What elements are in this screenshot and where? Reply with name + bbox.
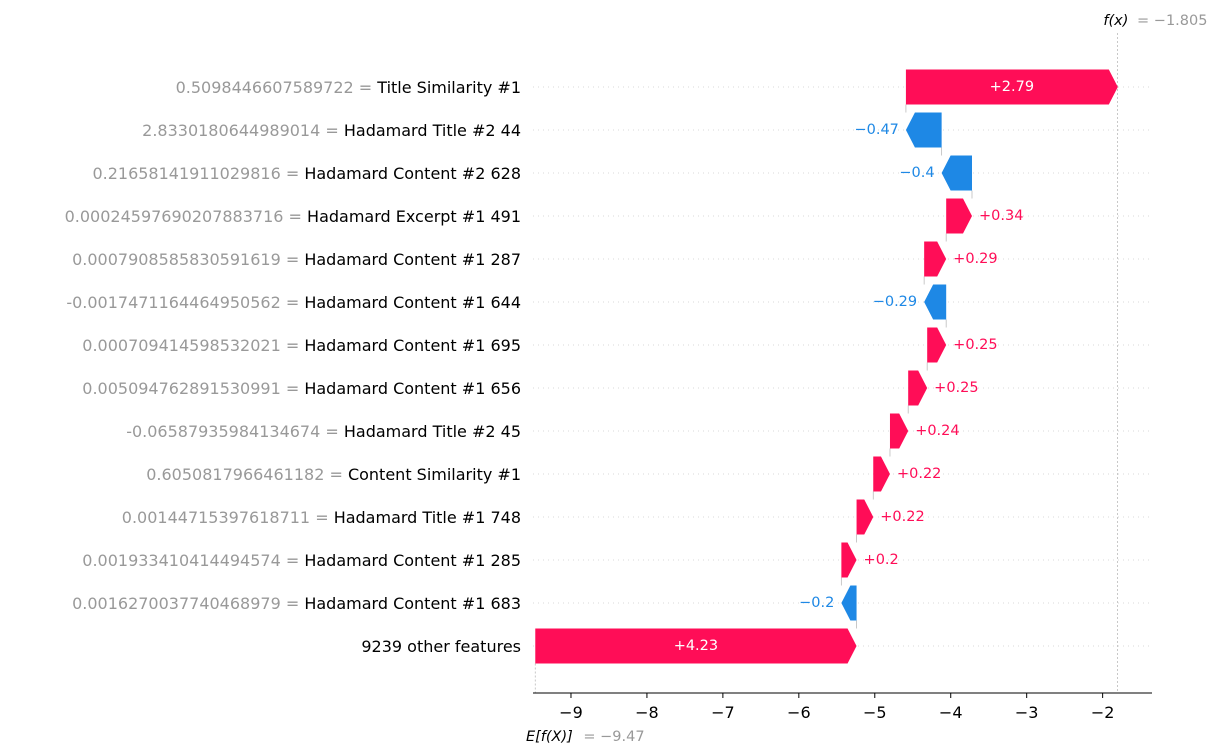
- efx-value: = −9.47: [583, 729, 644, 745]
- bar-value-label: +0.25: [934, 380, 978, 396]
- contribution-bar: [946, 198, 972, 234]
- feature-name: Hadamard Content #1 287: [304, 250, 521, 269]
- feature-value: 0.00024597690207883716 =: [65, 207, 307, 226]
- row-gridlines: [533, 86, 1152, 647]
- feature-name: Hadamard Content #1 695: [304, 336, 521, 355]
- feature-value: 0.0016270037740468979 =: [72, 594, 304, 613]
- feature-name: Title Similarity #1: [376, 78, 521, 97]
- contribution-bar: [873, 456, 890, 492]
- contribution-bar: [535, 628, 857, 664]
- x-tick-label: −5: [863, 703, 887, 722]
- feature-name: Hadamard Content #1 285: [304, 551, 521, 570]
- feature-value: -0.06587935984134674 =: [126, 422, 344, 441]
- fx-value: = −1.805: [1137, 13, 1207, 29]
- feature-name: Hadamard Content #1 656: [304, 379, 521, 398]
- feature-name: Hadamard Title #2 45: [344, 422, 521, 441]
- feature-label: 0.21658141911029816 = Hadamard Content #…: [92, 164, 521, 183]
- contribution-bar: [841, 542, 857, 578]
- feature-label: 0.001933410414494574 = Hadamard Content …: [82, 551, 521, 570]
- bar-value-label: −0.47: [854, 122, 898, 138]
- contribution-bar: [924, 241, 947, 277]
- contribution-bars: +2.79 −0.47 −0.4 +0.34 +0.29 −0.29 +0.25 +0.25 +…: [535, 69, 1118, 664]
- contribution-bar: [927, 327, 947, 363]
- feature-label: 0.6050817966461182 = Content Similarity …: [146, 465, 521, 484]
- x-tick-label: −7: [711, 703, 735, 722]
- feature-label: 0.000709414598532021 = Hadamard Content …: [82, 336, 521, 355]
- contribution-bar: [941, 155, 972, 191]
- x-tick-label: −9: [559, 703, 583, 722]
- feature-label: 2.8330180644989014 = Hadamard Title #2 4…: [142, 121, 521, 140]
- feature-name: Hadamard Title #2 44: [344, 121, 521, 140]
- feature-value: 0.005094762891530991 =: [82, 379, 304, 398]
- feature-name: Hadamard Content #1 683: [304, 594, 521, 613]
- reference-lines: [534, 33, 1118, 693]
- contribution-bar: [856, 499, 874, 535]
- feature-name: Content Similarity #1: [348, 465, 521, 484]
- x-tick-label: −6: [787, 703, 811, 722]
- contribution-bar: [841, 585, 857, 621]
- feature-name: Hadamard Content #1 644: [304, 293, 521, 312]
- x-tick-label: −3: [1015, 703, 1039, 722]
- base-value-annotation: E[f(X)] = −9.47: [526, 729, 645, 745]
- bar-value-label: +0.2: [864, 552, 899, 568]
- contribution-bar: [908, 370, 928, 406]
- output-value-annotation: f(x) = −1.805: [1103, 13, 1207, 29]
- feature-value: -0.0017471164464950562 =: [66, 293, 304, 312]
- feature-label: -0.06587935984134674 = Hadamard Title #2…: [126, 422, 521, 441]
- x-tick-label: −4: [939, 703, 963, 722]
- x-tick-label: −2: [1091, 703, 1115, 722]
- feature-name: Hadamard Excerpt #1 491: [307, 207, 521, 226]
- contribution-bar: [905, 112, 942, 148]
- feature-label: 0.00144715397618711 = Hadamard Title #1 …: [122, 508, 521, 527]
- feature-value: 2.8330180644989014 =: [142, 121, 344, 140]
- feature-name: 9239 other features: [361, 637, 521, 656]
- x-axis: −9 −8 −7 −6 −5 −4 −3 −2: [533, 692, 1152, 722]
- feature-labels: 0.5098446607589722 = Title Similarity #1…: [65, 78, 521, 656]
- feature-label: 9239 other features: [361, 637, 521, 656]
- feature-name: Hadamard Content #2 628: [304, 164, 521, 183]
- feature-value: 0.001933410414494574 =: [82, 551, 304, 570]
- feature-label: 0.00024597690207883716 = Hadamard Excerp…: [65, 207, 521, 226]
- bar-value-label: −0.4: [899, 165, 934, 181]
- bar-value-label: +0.29: [953, 251, 997, 267]
- feature-value: 0.5098446607589722 =: [176, 78, 378, 97]
- bar-value-label: +0.25: [953, 337, 997, 353]
- contribution-bar: [889, 413, 909, 449]
- bar-value-label: −0.29: [873, 294, 917, 310]
- feature-name: Hadamard Title #1 748: [334, 508, 521, 527]
- feature-label: 0.0016270037740468979 = Hadamard Content…: [72, 594, 521, 613]
- feature-label: -0.0017471164464950562 = Hadamard Conten…: [66, 293, 521, 312]
- feature-value: 0.000709414598532021 =: [82, 336, 304, 355]
- fx-label: f(x): [1103, 13, 1128, 29]
- feature-label: 0.0007908585830591619 = Hadamard Content…: [72, 250, 521, 269]
- x-tick-label: −8: [635, 703, 659, 722]
- feature-label: 0.005094762891530991 = Hadamard Content …: [82, 379, 521, 398]
- feature-value: 0.21658141911029816 =: [92, 164, 304, 183]
- feature-value: 0.00144715397618711 =: [122, 508, 334, 527]
- contribution-bar: [905, 69, 1118, 105]
- bar-value-label: +0.34: [979, 208, 1023, 224]
- bar-value-label: +0.24: [915, 423, 959, 439]
- feature-value: 0.6050817966461182 =: [146, 465, 348, 484]
- feature-value: 0.0007908585830591619 =: [72, 250, 304, 269]
- bar-value-label: +0.22: [880, 509, 924, 525]
- feature-label: 0.5098446607589722 = Title Similarity #1: [176, 78, 521, 97]
- contribution-bar: [924, 284, 947, 320]
- efx-label: E[f(X)]: [526, 729, 573, 745]
- bar-value-label: +0.22: [897, 466, 941, 482]
- bar-value-label: +4.23: [674, 638, 718, 654]
- bar-value-label: +2.79: [990, 79, 1034, 95]
- bar-value-label: −0.2: [799, 595, 834, 611]
